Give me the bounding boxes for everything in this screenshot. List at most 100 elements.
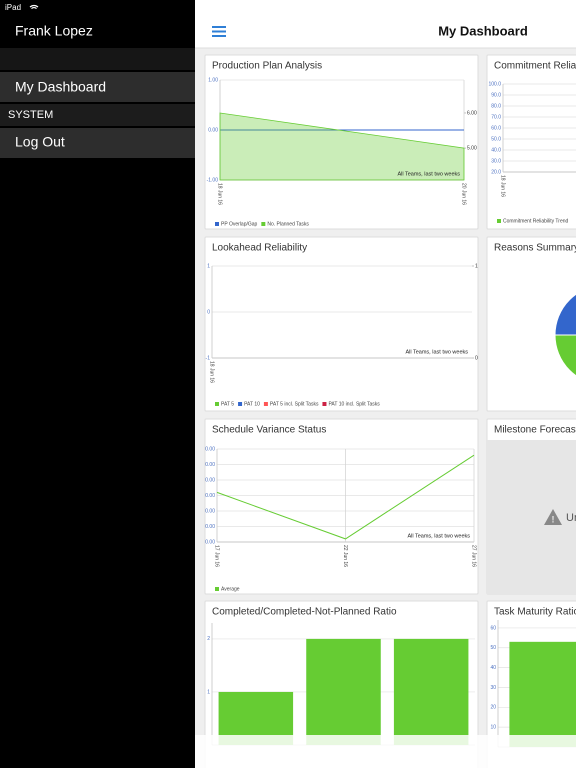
y-tick-label: 100.0: [488, 81, 501, 87]
legend-swatch: [261, 222, 266, 226]
x-tick-label: 20 Jun 16: [461, 183, 467, 205]
y-tick-label: 0.00: [205, 524, 215, 530]
card: [204, 236, 479, 412]
legend-label: Commitment Reliability Trend: [503, 218, 569, 224]
card: [486, 54, 576, 230]
legend-swatch: [215, 587, 219, 591]
card-title: Completed/Completed-Not-Planned Ratio: [212, 607, 397, 618]
message-text: Unavailable: [566, 512, 576, 524]
card-title: Reasons Summary: [494, 243, 576, 254]
legend-label: No. Planned Tasks: [267, 221, 309, 227]
warning-mark: !: [552, 514, 555, 524]
y-tick-label: 40.0: [491, 147, 501, 153]
y-tick-label: 2: [207, 636, 210, 642]
x-tick-label: 27 Jun 16: [471, 545, 477, 567]
y-tick-label: 1: [207, 263, 210, 269]
chart-annotation: All Teams, last two weeks: [397, 171, 460, 177]
cards: Production Plan Analysis 1.00 0.00 -1.00 6.0…: [204, 54, 576, 768]
legend-label: PP Overlap/Gap: [221, 221, 258, 227]
y-tick-label: 30.0: [491, 158, 501, 164]
message-panel: [487, 440, 576, 594]
warning-icon: [544, 509, 562, 525]
y2-tick-label: 6.00: [467, 110, 477, 116]
x-tick-label: 18 Jun 16: [217, 183, 223, 205]
legend-swatch: [497, 219, 501, 223]
y-tick-label: 20: [490, 705, 496, 711]
header-title: My Dashboard: [438, 23, 528, 38]
x-tick-label: 18 Jun 16: [209, 361, 215, 383]
legend-swatch: [238, 402, 243, 406]
legend-label: PAT 10: [244, 401, 260, 407]
y-tick-label: 1.00: [208, 77, 218, 83]
nav-item[interactable]: Log Out: [15, 134, 65, 150]
header-bar: [195, 0, 576, 48]
y-tick-label: 60: [490, 625, 496, 631]
pie-slice: [554, 293, 576, 336]
user-name: Frank Lopez: [15, 23, 93, 39]
wifi-icon: [29, 4, 39, 10]
y-tick-label: 0.00: [205, 446, 215, 452]
y-tick-label: 0.00: [205, 508, 215, 514]
x-tick-label: 17 Jun 16: [214, 545, 220, 567]
y-tick-label: -1: [206, 355, 211, 361]
y-tick-label: 20.0: [491, 169, 501, 175]
legend-label: PAT 10 incl. Split Tasks: [328, 401, 380, 407]
y-tick-label: 30: [490, 685, 496, 691]
section-title: SYSTEM: [8, 109, 53, 121]
y-tick-label: 90.0: [491, 92, 501, 98]
bottom-toolbar: [195, 735, 576, 768]
y-tick-label: 40: [490, 665, 496, 671]
y-tick-label: 50.0: [491, 136, 501, 142]
y-tick-label: 1: [207, 689, 210, 695]
y-tick-label: 0.00: [208, 127, 218, 133]
bar: [393, 638, 469, 745]
legend-label: PAT 5 incl. Split Tasks: [270, 401, 319, 407]
y-tick-label: 0.00: [205, 462, 215, 468]
card-title: Schedule Variance Status: [212, 425, 326, 436]
section-bg: [0, 104, 195, 126]
legend-swatch: [215, 222, 219, 226]
x-tick-label: 22 Jun 16: [342, 545, 348, 567]
legend-swatch: [215, 402, 219, 406]
y-tick-label: 60.0: [491, 125, 501, 131]
bar: [306, 638, 381, 745]
y-tick-label: -1.00: [207, 177, 219, 183]
card-title: Commitment Reliability: [494, 61, 576, 72]
status-device: iPad: [5, 3, 21, 12]
series-line: [216, 454, 475, 540]
card: [486, 236, 576, 412]
card-title: Task Maturity Ratio: [494, 607, 576, 618]
sidebar-spacer: [0, 48, 195, 70]
nav-item-bg[interactable]: [0, 128, 195, 158]
y-tick-label: 80.0: [491, 103, 501, 109]
y2-tick-label: 5.00: [467, 145, 477, 151]
legend-label: PAT 5: [221, 401, 234, 407]
x-tick-label: 18 Jun 16: [500, 175, 506, 197]
menu-bar: [212, 30, 226, 33]
chart-annotation: All Teams, last two weeks: [407, 533, 470, 539]
card-title: Lookahead Reliability: [212, 243, 307, 254]
nav-item[interactable]: My Dashboard: [15, 79, 106, 95]
menu-button[interactable]: [212, 26, 226, 37]
y-tick-label: 0.00: [205, 493, 215, 499]
y2-tick-label: 1: [475, 263, 478, 269]
y-tick-label: 0: [207, 309, 210, 315]
legend-swatch: [263, 402, 268, 406]
menu-bar: [212, 26, 226, 28]
legend-label: Average: [221, 586, 240, 592]
y-tick-label: 0.00: [205, 539, 215, 545]
card: [204, 54, 479, 230]
nav-item-bg[interactable]: [0, 72, 195, 102]
menu-bar: [212, 35, 226, 37]
bar: [509, 641, 576, 747]
chart-annotation: All Teams, last two weeks: [405, 349, 468, 355]
y-tick-label: 10: [490, 724, 496, 730]
card: [204, 418, 479, 595]
card-title: Milestone Forecast: [494, 425, 576, 436]
y2-tick-label: 0: [475, 355, 478, 361]
y-tick-label: 0.00: [205, 477, 215, 483]
y-tick-label: 50: [490, 645, 496, 651]
legend-swatch: [322, 402, 327, 406]
